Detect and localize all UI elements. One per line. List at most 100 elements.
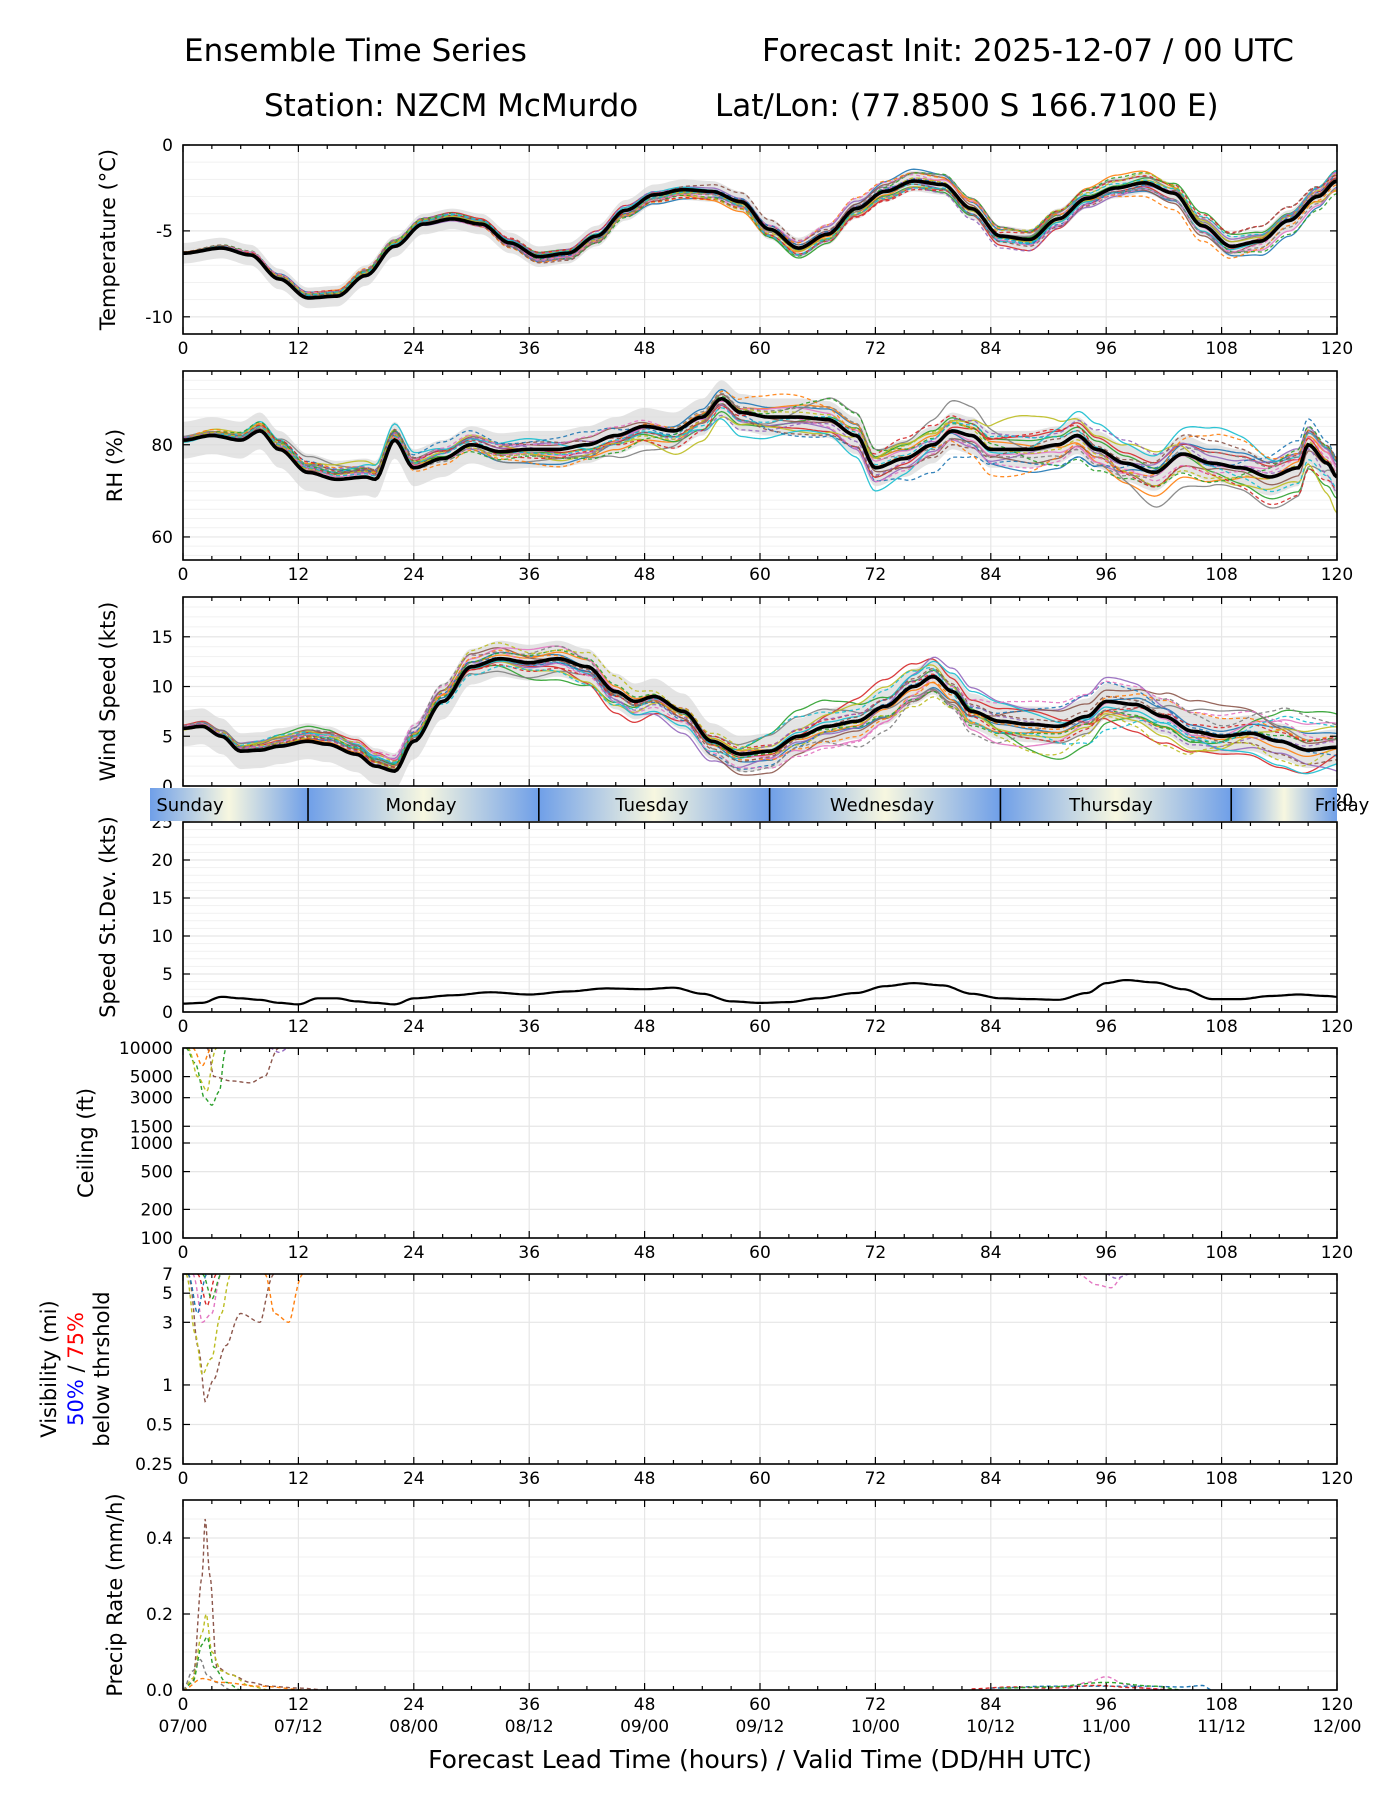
precip-member-line bbox=[183, 1635, 241, 1690]
y-tick-label: 3 bbox=[162, 1313, 173, 1333]
wind-member-line bbox=[183, 651, 1337, 769]
rh-member-line bbox=[183, 414, 1337, 494]
temperature-mean-line bbox=[183, 179, 1337, 300]
precip-member-line bbox=[971, 1684, 1174, 1690]
y-tick-label: -5 bbox=[156, 222, 173, 242]
speed_stdev-line bbox=[183, 979, 1337, 1006]
visibility-member-line bbox=[187, 1274, 208, 1315]
x-tick-label: 120 bbox=[1321, 339, 1353, 359]
y-tick-label: 5 bbox=[162, 965, 173, 985]
day-label: Friday bbox=[1315, 795, 1370, 816]
visibility-threshold-label: 50% / 75% bbox=[64, 1312, 88, 1426]
station-latlon: Lat/Lon: (77.8500 S 166.7100 E) bbox=[715, 88, 1219, 124]
x-tick-label: 48 bbox=[634, 1695, 656, 1715]
x-tick-label: 84 bbox=[980, 1469, 1002, 1489]
x-tick-label: 48 bbox=[634, 565, 656, 585]
visibility-sublabel: below thrshold bbox=[90, 1291, 114, 1446]
x-tick-label: 48 bbox=[634, 1469, 656, 1489]
day-label: Sunday bbox=[156, 795, 224, 816]
x-tick-label: 60 bbox=[749, 1469, 771, 1489]
rh-member-line bbox=[183, 392, 1337, 479]
x-tick-label: 120 bbox=[1321, 1695, 1353, 1715]
ceiling-member-line bbox=[192, 1048, 213, 1067]
x-tick-label: 108 bbox=[1205, 1017, 1237, 1037]
y-tick-label: 500 bbox=[141, 1163, 173, 1183]
x-tick-label: 12 bbox=[288, 1243, 310, 1263]
x-tick-label: 24 bbox=[403, 1695, 425, 1715]
precip-member-line bbox=[1000, 1681, 1184, 1690]
visibility-member-line bbox=[196, 1274, 218, 1308]
x-tick-label: 96 bbox=[1095, 1469, 1117, 1489]
x-tick-label: 0 bbox=[178, 565, 189, 585]
x-tick-label: 60 bbox=[749, 339, 771, 359]
day-segment bbox=[769, 788, 1001, 821]
wind-ylabel: Wind Speed (kts) bbox=[96, 602, 120, 782]
x-tick-label: 120 bbox=[1321, 1017, 1353, 1037]
visibility-member-line bbox=[187, 1274, 275, 1403]
x-tick-label: 24 bbox=[403, 1017, 425, 1037]
rh-member-line bbox=[183, 390, 1337, 478]
wind-member-line bbox=[183, 649, 1337, 767]
x-tick-label: 60 bbox=[749, 1017, 771, 1037]
x-tick-label: 96 bbox=[1095, 1017, 1117, 1037]
valid-time-label: 08/12 bbox=[505, 1717, 554, 1737]
x-tick-label: 72 bbox=[865, 339, 887, 359]
x-tick-label: 36 bbox=[518, 339, 540, 359]
x-tick-label: 72 bbox=[865, 1017, 887, 1037]
y-tick-label: 0.0 bbox=[146, 1681, 173, 1701]
y-tick-label: 3000 bbox=[130, 1089, 173, 1109]
y-tick-label: 0.25 bbox=[135, 1455, 173, 1475]
precip-member-line bbox=[183, 1658, 232, 1690]
x-tick-label: 108 bbox=[1205, 339, 1237, 359]
day-segment bbox=[150, 788, 309, 821]
x-tick-label: 0 bbox=[178, 1243, 189, 1263]
panel-rh: 0 12 24 36 48 60 72 84 96 108 120 60 80 RH (%) bbox=[103, 370, 1353, 585]
x-tick-label: 48 bbox=[634, 1017, 656, 1037]
y-tick-label: 5000 bbox=[130, 1068, 173, 1088]
panel-visibility: 0 12 24 36 48 60 72 84 96 108 120 75 3 1 0.5 0.25 Visibi… bbox=[37, 1265, 1353, 1489]
x-tick-label: 96 bbox=[1095, 1695, 1117, 1715]
forecast-init: Forecast Init: 2025-12-07 / 00 UTC bbox=[762, 33, 1294, 69]
rh-member-line bbox=[183, 406, 1337, 506]
y-tick-label: 5 bbox=[162, 727, 173, 747]
x-tick-label: 24 bbox=[403, 565, 425, 585]
x-tick-label: 84 bbox=[980, 1695, 1002, 1715]
y-tick-label: 0.5 bbox=[146, 1415, 173, 1435]
wind-member-line bbox=[183, 665, 1337, 764]
y-tick-label: 0.4 bbox=[146, 1529, 173, 1549]
visibility-member-line bbox=[192, 1274, 222, 1324]
station-name: Station: NZCM McMurdo bbox=[264, 88, 639, 124]
y-tick-label: 7 bbox=[162, 1265, 173, 1285]
x-tick-label: 120 bbox=[1321, 1243, 1353, 1263]
rh-member-line bbox=[183, 402, 1337, 477]
y-tick-label: 1000 bbox=[130, 1134, 173, 1154]
y-tick-label: 5 bbox=[162, 1284, 173, 1304]
chart-title: Ensemble Time Series bbox=[184, 33, 527, 69]
y-tick-label: 10 bbox=[151, 927, 173, 947]
vis-50-label: 50% bbox=[64, 1379, 88, 1426]
x-tick-label: 96 bbox=[1095, 1243, 1117, 1263]
day-label: Wednesday bbox=[830, 795, 935, 816]
ceiling-member-line bbox=[185, 1048, 227, 1106]
valid-time-label: 07/00 bbox=[159, 1717, 208, 1737]
rh-member-line bbox=[183, 410, 1337, 492]
y-tick-label: 1 bbox=[162, 1376, 173, 1396]
temperature-member-line bbox=[183, 172, 1337, 295]
x-tick-label: 24 bbox=[403, 339, 425, 359]
x-tick-label: 12 bbox=[288, 1017, 310, 1037]
x-tick-label: 12 bbox=[288, 1695, 310, 1715]
temperature-plot-area bbox=[183, 168, 1337, 309]
y-tick-label: 1500 bbox=[130, 1117, 173, 1137]
x-tick-label: 60 bbox=[749, 565, 771, 585]
wind-member-line bbox=[183, 642, 1337, 767]
x-tick-label: 0 bbox=[178, 1695, 189, 1715]
x-tick-label: 108 bbox=[1205, 1243, 1237, 1263]
valid-time-label: 10/00 bbox=[851, 1717, 900, 1737]
visibility-member-line bbox=[1077, 1274, 1126, 1289]
x-tick-label: 108 bbox=[1205, 565, 1237, 585]
precip-member-line bbox=[183, 1611, 270, 1690]
y-tick-label: 20 bbox=[151, 851, 173, 871]
rh-plot-area bbox=[183, 380, 1337, 514]
